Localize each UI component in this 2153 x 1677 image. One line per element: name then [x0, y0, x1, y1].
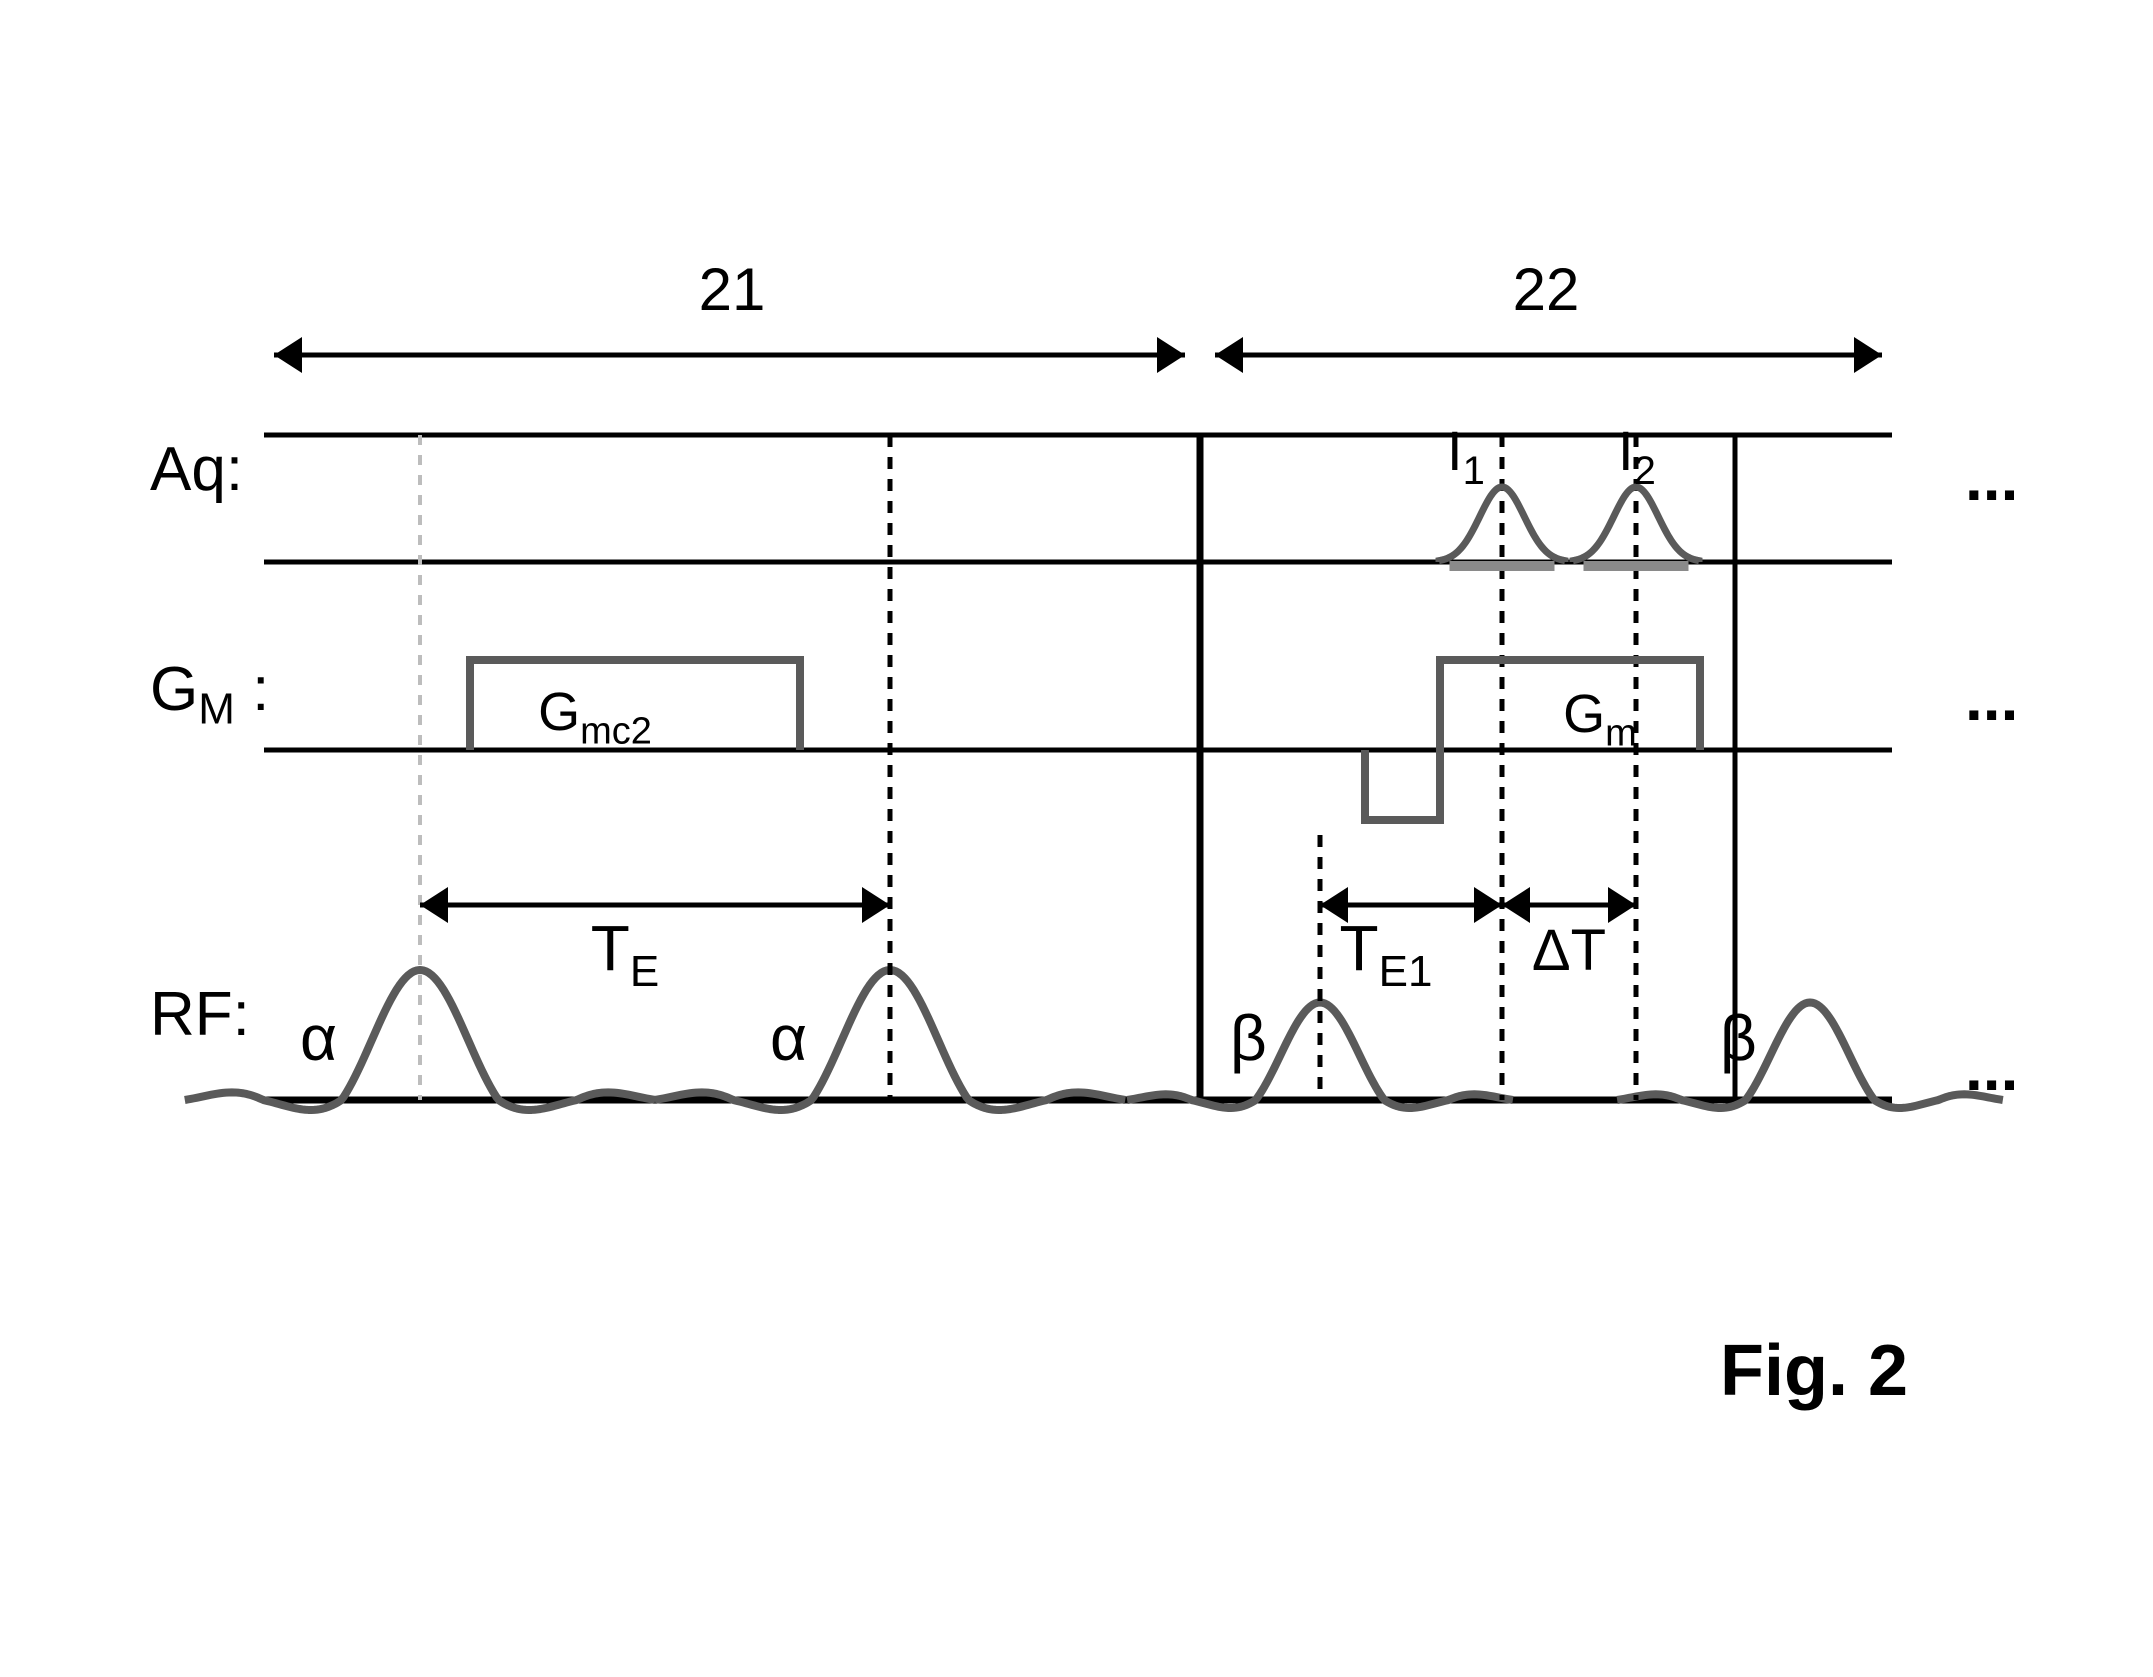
svg-text:...: ...: [1965, 662, 2018, 734]
svg-text:...: ...: [1965, 442, 2018, 514]
svg-text:Fig. 2: Fig. 2: [1720, 1331, 1908, 1411]
svg-text:GM :: GM :: [150, 655, 269, 734]
figure-container: 2122Aq:GM :RF:.........ααββTETE1ΔTGmc2Gm…: [0, 0, 2153, 1677]
svg-text:Aq:: Aq:: [150, 435, 243, 504]
svg-text:β: β: [1230, 1002, 1267, 1074]
svg-text:I2: I2: [1618, 419, 1656, 493]
svg-text:Gmc2: Gmc2: [538, 682, 652, 753]
svg-text:α: α: [770, 1002, 807, 1074]
svg-text:21: 21: [699, 256, 766, 323]
svg-text:Gm: Gm: [1563, 684, 1637, 755]
svg-text:ΔT: ΔT: [1532, 918, 1606, 983]
svg-text:β: β: [1720, 1002, 1757, 1074]
svg-text:RF:: RF:: [150, 980, 250, 1049]
svg-text:22: 22: [1513, 256, 1580, 323]
mri-sequence-diagram: 2122Aq:GM :RF:.........ααββTETE1ΔTGmc2Gm…: [0, 0, 2153, 1677]
svg-text:TE: TE: [591, 912, 659, 996]
svg-text:I1: I1: [1447, 419, 1485, 493]
svg-text:TE1: TE1: [1340, 912, 1433, 996]
svg-text:α: α: [300, 1002, 337, 1074]
